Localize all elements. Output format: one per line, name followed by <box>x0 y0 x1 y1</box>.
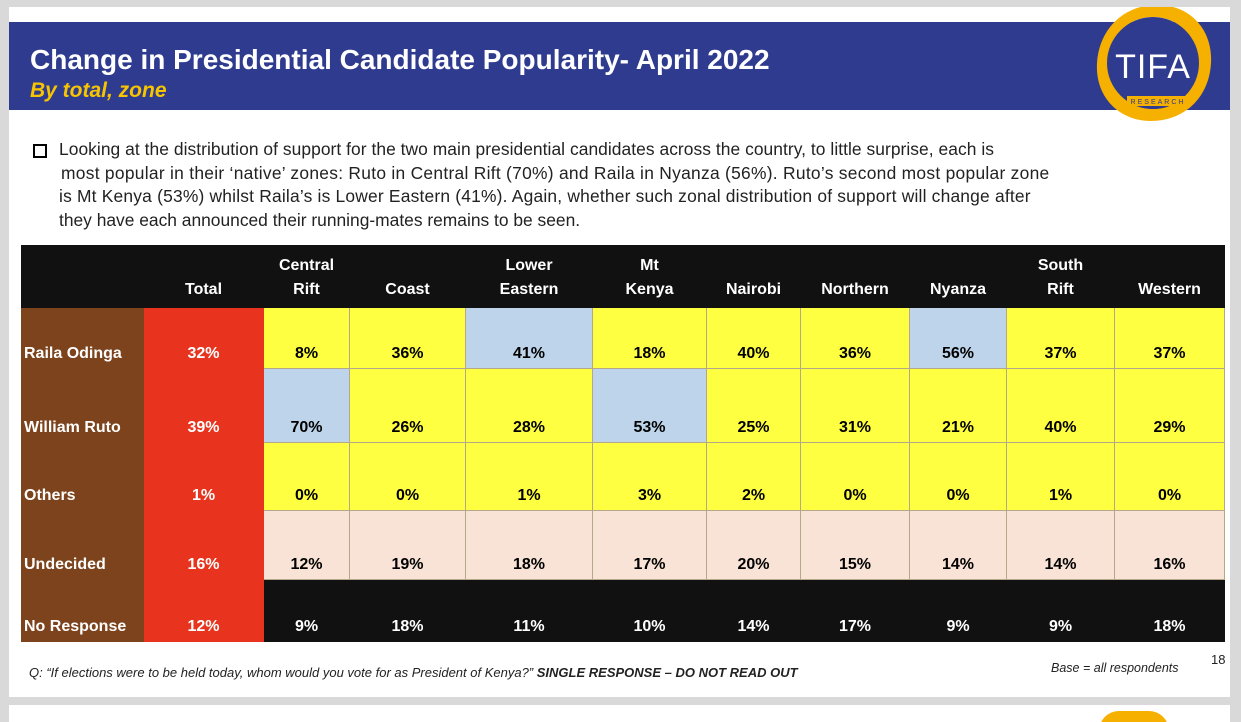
popularity-table: Total Central Rift Coast Lower Eastern Mt K… <box>21 245 1225 642</box>
column-header-coast: Coast <box>349 245 466 308</box>
row-label: No Response <box>21 579 144 642</box>
table-cell: 16% <box>1114 510 1225 580</box>
tifa-logo-icon: TIFA RESEARCH <box>1096 7 1212 121</box>
table-cell: 18% <box>1114 579 1225 642</box>
row-label: William Ruto <box>21 368 144 443</box>
table-cell: 1% <box>1006 442 1115 511</box>
table-row: Others 1% 0% 0% 1% 3% 2% 0% 0% 1% 0% <box>21 442 1225 511</box>
column-header-south-rift: South Rift <box>1006 245 1115 308</box>
table-cell: 41% <box>465 307 593 369</box>
summary-line: Looking at the distribution of support f… <box>59 139 994 159</box>
table-cell: 14% <box>706 579 801 642</box>
table-cell: 8% <box>263 307 350 369</box>
table-cell: 9% <box>909 579 1007 642</box>
table-cell: 18% <box>349 579 466 642</box>
table-cell: 36% <box>800 307 910 369</box>
base-note: Base = all respondents <box>1051 661 1179 675</box>
table-cell: 37% <box>1114 307 1225 369</box>
page-subtitle: By total, zone <box>30 79 167 102</box>
summary-line: most popular in their ‘native’ zones: Ru… <box>61 162 1050 183</box>
table-row: Undecided 16% 12% 19% 18% 17% 20% 15% 14… <box>21 510 1225 580</box>
question-text: Q: “If elections were to be held today, … <box>29 665 534 680</box>
table-cell: 28% <box>465 368 593 443</box>
table-cell: 11% <box>465 579 593 642</box>
table-cell: 29% <box>1114 368 1225 443</box>
table-cell: 19% <box>349 510 466 580</box>
page-title: Change in Presidential Candidate Popular… <box>30 44 770 75</box>
table-cell: 0% <box>263 442 350 511</box>
table-cell: 39% <box>143 368 264 443</box>
table-cell: 0% <box>349 442 466 511</box>
table-cell: 25% <box>706 368 801 443</box>
question-instruction: SINGLE RESPONSE – DO NOT READ OUT <box>536 665 798 680</box>
next-slide-logo-icon <box>1099 711 1169 722</box>
checkbox-bullet-icon <box>33 144 47 158</box>
table-cell: 18% <box>465 510 593 580</box>
column-header-western: Western <box>1114 245 1225 308</box>
summary-paragraph: Looking at the distribution of support f… <box>59 138 1199 232</box>
row-label: Undecided <box>21 510 144 580</box>
summary-line: they have each announced their running-m… <box>59 209 581 230</box>
table-cell: 9% <box>263 579 350 642</box>
table-cell: 12% <box>263 510 350 580</box>
table-cell: 0% <box>909 442 1007 511</box>
row-label: Raila Odinga <box>21 307 144 369</box>
summary-line: is Mt Kenya (53%) whilst Raila’s is Lowe… <box>59 186 1031 206</box>
table-cell: 9% <box>1006 579 1115 642</box>
table-cell: 14% <box>909 510 1007 580</box>
table-cell: 10% <box>592 579 707 642</box>
logo-subtext: RESEARCH <box>1131 99 1186 106</box>
table-row: William Ruto 39% 70% 26% 28% 53% 25% 31%… <box>21 368 1225 443</box>
column-header-total: Total <box>143 245 264 308</box>
table-cell: 40% <box>706 307 801 369</box>
table-cell: 31% <box>800 368 910 443</box>
table-cell: 2% <box>706 442 801 511</box>
column-header-nyanza: Nyanza <box>909 245 1007 308</box>
next-slide-edge <box>9 705 1230 722</box>
table-cell: 14% <box>1006 510 1115 580</box>
table-cell: 15% <box>800 510 910 580</box>
slide: Change in Presidential Candidate Popular… <box>9 7 1230 697</box>
survey-question: Q: “If elections were to be held today, … <box>29 665 798 680</box>
row-label: Others <box>21 442 144 511</box>
corner-cell <box>21 245 144 308</box>
table-cell: 40% <box>1006 368 1115 443</box>
table-cell: 1% <box>143 442 264 511</box>
logo-text: TIFA <box>1115 48 1191 86</box>
table-cell: 1% <box>465 442 593 511</box>
table-cell: 3% <box>592 442 707 511</box>
table-cell: 53% <box>592 368 707 443</box>
table-cell: 56% <box>909 307 1007 369</box>
table-cell: 20% <box>706 510 801 580</box>
header-banner: Change in Presidential Candidate Popular… <box>9 22 1230 110</box>
column-header-nairobi: Nairobi <box>706 245 801 308</box>
table-cell: 12% <box>143 579 264 642</box>
table-cell: 17% <box>800 579 910 642</box>
column-header-lower-eastern: Lower Eastern <box>465 245 593 308</box>
column-header-mt-kenya: Mt Kenya <box>592 245 707 308</box>
table-cell: 16% <box>143 510 264 580</box>
table-cell: 26% <box>349 368 466 443</box>
table-cell: 37% <box>1006 307 1115 369</box>
table-cell: 17% <box>592 510 707 580</box>
table-row: No Response 12% 9% 18% 11% 10% 14% 17% 9… <box>21 579 1225 642</box>
table-cell: 0% <box>800 442 910 511</box>
column-header-central-rift: Central Rift <box>263 245 350 308</box>
table-cell: 21% <box>909 368 1007 443</box>
table-cell: 36% <box>349 307 466 369</box>
table-cell: 18% <box>592 307 707 369</box>
table-header-row: Total Central Rift Coast Lower Eastern Mt K… <box>21 245 1225 308</box>
table-cell: 0% <box>1114 442 1225 511</box>
table-row: Raila Odinga 32% 8% 36% 41% 18% 40% 36% … <box>21 307 1225 369</box>
page-number: 18 <box>1211 652 1226 667</box>
column-header-northern: Northern <box>800 245 910 308</box>
table-cell: 32% <box>143 307 264 369</box>
table-cell: 70% <box>263 368 350 443</box>
